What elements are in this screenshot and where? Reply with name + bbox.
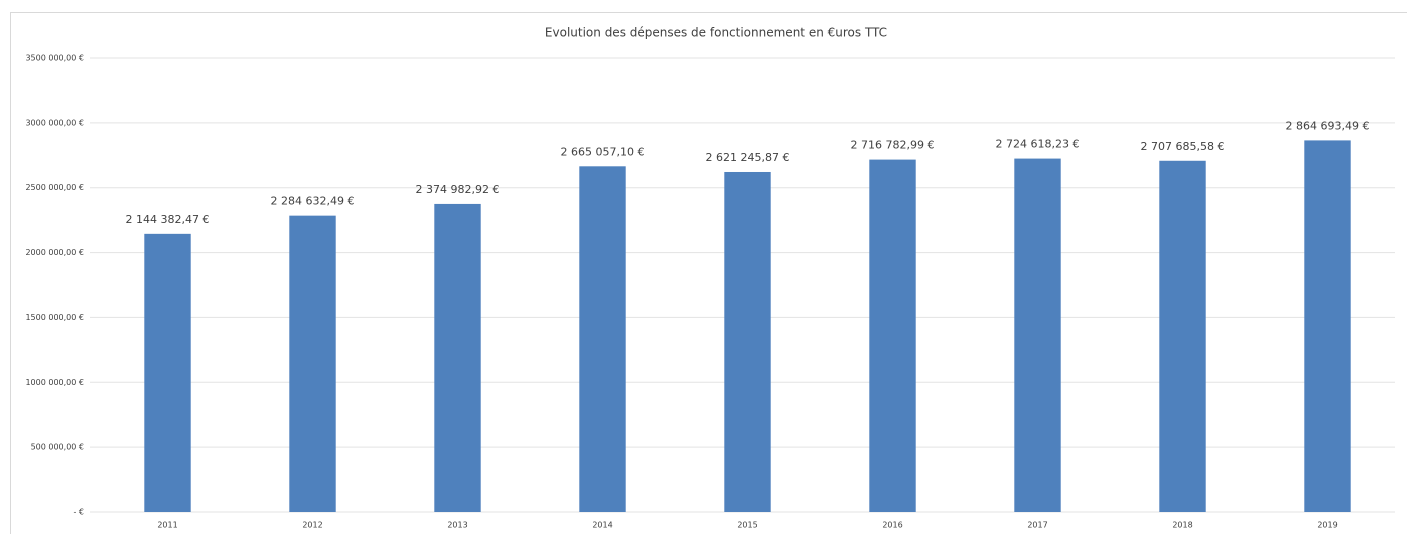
bar [724, 171, 771, 512]
y-tick-label: 3500 000,00 € [25, 54, 84, 63]
bar [1304, 140, 1351, 512]
x-tick-label: 2014 [592, 521, 612, 530]
value-label: 2 864 693,49 € [1286, 119, 1370, 132]
y-tick-label: - € [73, 508, 84, 517]
bar [289, 215, 336, 513]
y-tick-label: 1000 000,00 € [25, 378, 84, 387]
x-tick-label: 2011 [157, 521, 177, 530]
x-tick-label: 2016 [882, 521, 902, 530]
value-label: 2 707 685,58 € [1141, 140, 1225, 153]
x-tick-label: 2013 [447, 521, 467, 530]
value-label: 2 621 245,87 € [706, 151, 790, 164]
value-label: 2 724 618,23 € [996, 138, 1080, 151]
value-label: 2 665 057,10 € [561, 145, 645, 158]
chart-title: Evolution des dépenses de fonctionnement… [545, 26, 887, 40]
x-tick-label: 2019 [1317, 521, 1337, 530]
x-tick-label: 2012 [302, 521, 322, 530]
x-tick-label: 2017 [1027, 521, 1047, 530]
value-label: 2 284 632,49 € [271, 195, 355, 208]
value-label: 2 716 782,99 € [851, 139, 935, 152]
bar [869, 159, 916, 513]
y-tick-label: 2500 000,00 € [25, 183, 84, 192]
bar [434, 203, 481, 512]
x-tick-label: 2015 [737, 521, 757, 530]
y-tick-label: 3000 000,00 € [25, 118, 84, 127]
bar [579, 166, 626, 512]
bar [144, 233, 191, 512]
value-label: 2 144 382,47 € [126, 213, 210, 226]
bar [1159, 160, 1206, 512]
bar [1014, 158, 1061, 512]
value-label: 2 374 982,92 € [416, 183, 500, 196]
x-tick-label: 2018 [1172, 521, 1192, 530]
y-tick-label: 1500 000,00 € [25, 313, 84, 322]
y-tick-label: 500 000,00 € [31, 443, 84, 452]
chart-frame [10, 12, 1407, 534]
y-tick-label: 2000 000,00 € [25, 248, 84, 257]
